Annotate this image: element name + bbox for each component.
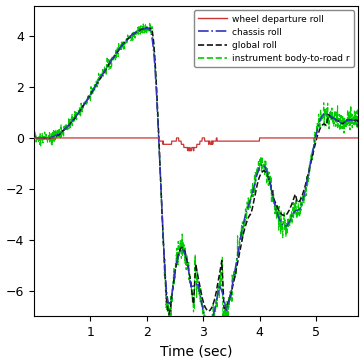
Legend: wheel departure roll, chassis roll, global roll, instrument body-to-road r: wheel departure roll, chassis roll, glob…	[194, 10, 354, 67]
X-axis label: Time (sec): Time (sec)	[160, 344, 232, 359]
